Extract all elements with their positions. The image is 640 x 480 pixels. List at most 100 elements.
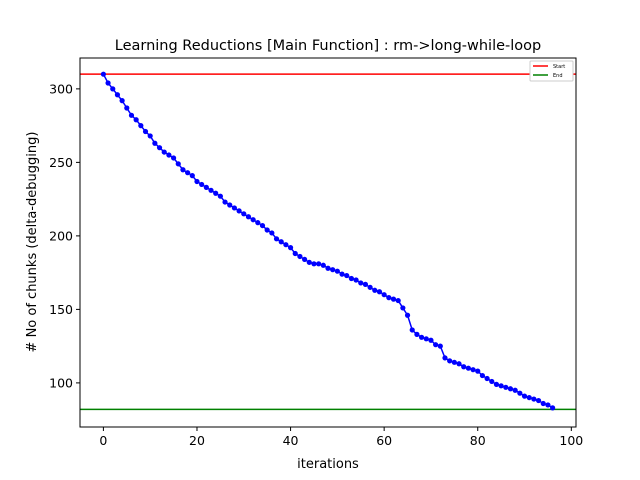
data-point <box>264 227 270 233</box>
x-tick-label: 0 <box>99 433 107 448</box>
data-point <box>535 397 542 404</box>
x-tick-label: 100 <box>559 433 583 448</box>
data-point <box>278 239 284 245</box>
data-point <box>292 250 298 257</box>
legend-end-label: End <box>553 73 563 79</box>
data-point <box>550 405 556 411</box>
x-axis-label: iterations <box>297 457 359 472</box>
data-point <box>386 295 392 301</box>
data-point <box>395 297 401 304</box>
data-point <box>100 71 106 77</box>
data-point <box>166 152 172 158</box>
data-point <box>283 242 289 248</box>
data-point <box>503 384 509 390</box>
y-tick-label: 100 <box>49 375 73 390</box>
data-point <box>437 343 443 349</box>
data-point <box>156 145 163 151</box>
data-point <box>231 205 238 211</box>
data-point <box>217 193 223 199</box>
data-point <box>269 230 275 236</box>
data-point <box>334 268 340 274</box>
x-tick-label: 60 <box>376 433 392 448</box>
data-point <box>479 372 486 379</box>
y-axis-label: # No of chunks (delta-debugging) <box>25 132 40 353</box>
y-tick-label: 150 <box>49 302 73 317</box>
data-point <box>545 402 551 408</box>
data-point <box>390 296 397 302</box>
data-point <box>222 199 228 205</box>
data-point <box>531 396 537 402</box>
data-point <box>414 331 420 337</box>
x-tick-label: 40 <box>283 433 299 448</box>
data-point <box>142 128 149 135</box>
data-point <box>344 272 350 279</box>
data-point <box>526 394 532 401</box>
chart-title: Learning Reductions [Main Function] : rm… <box>115 38 542 54</box>
data-point <box>353 277 359 283</box>
data-point <box>493 381 500 387</box>
legend: Start End <box>529 60 574 82</box>
data-point <box>521 393 528 399</box>
legend-box <box>529 60 574 82</box>
data-point <box>185 170 191 176</box>
data-point <box>316 261 322 267</box>
data-point <box>297 253 303 260</box>
data-point <box>128 112 135 118</box>
x-tick-label: 80 <box>470 433 486 448</box>
data-point <box>461 364 467 370</box>
data-point <box>189 173 195 179</box>
data-point <box>287 245 294 251</box>
data-point <box>404 312 411 318</box>
data-point <box>381 292 387 298</box>
plot-area <box>80 71 576 411</box>
data-point <box>311 261 317 267</box>
data-point <box>302 256 308 263</box>
data-point <box>259 222 266 229</box>
data-point <box>170 155 177 161</box>
data-point <box>372 287 378 293</box>
data-point <box>339 271 345 277</box>
data-point <box>147 133 153 139</box>
data-point <box>512 387 518 393</box>
data-point <box>227 202 233 208</box>
data-point <box>489 378 495 385</box>
data-point <box>203 184 209 190</box>
data-point <box>442 355 448 361</box>
data-point <box>433 342 439 348</box>
y-tick-label: 250 <box>49 155 73 170</box>
data-point <box>484 375 490 382</box>
data-point <box>423 336 429 342</box>
data-point <box>124 105 130 111</box>
data-point <box>105 80 111 86</box>
data-point <box>400 305 406 311</box>
data-point <box>161 149 167 155</box>
data-point <box>507 386 514 392</box>
data-point <box>133 117 139 123</box>
data-point <box>470 367 476 373</box>
y-tick-label: 300 <box>49 81 73 96</box>
data-point <box>418 334 425 340</box>
data-point <box>456 361 462 367</box>
data-point <box>138 123 144 129</box>
x-tick-label: 20 <box>189 433 205 448</box>
data-point <box>208 187 214 193</box>
data-point <box>465 365 471 371</box>
data-point <box>199 181 205 188</box>
data-point <box>180 167 186 173</box>
data-point <box>540 400 546 407</box>
data-point <box>245 214 252 220</box>
data-point <box>114 92 121 98</box>
plot-frame <box>79 57 577 428</box>
data-point <box>213 190 219 196</box>
data-point <box>348 275 354 282</box>
data-point <box>498 383 504 389</box>
data-point <box>358 280 364 286</box>
data-point <box>255 220 261 226</box>
data-point <box>273 236 280 242</box>
data-point <box>376 289 383 295</box>
data-point <box>306 259 312 265</box>
data-point <box>325 265 331 271</box>
data-point <box>367 284 373 290</box>
data-point <box>152 140 158 146</box>
